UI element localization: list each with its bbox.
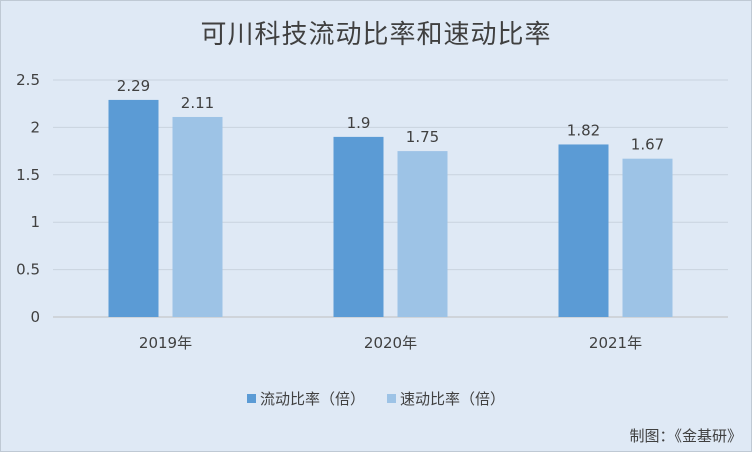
- data-label: 1.82: [567, 121, 600, 139]
- data-label: 1.9: [347, 114, 371, 132]
- x-tick-label: 2020年: [364, 334, 417, 352]
- chart-credit: 制图：《金基研》: [629, 427, 742, 445]
- y-tick-label: 0.5: [16, 261, 40, 279]
- legend-item-current-ratio: 流动比率（倍）: [246, 388, 365, 409]
- chart-title: 可川科技流动比率和速动比率: [200, 20, 552, 50]
- data-label: 1.75: [406, 128, 439, 146]
- x-tick-label: 2019年: [139, 334, 192, 352]
- bar: [333, 136, 384, 317]
- legend-swatch: [246, 394, 256, 403]
- bar: [558, 144, 609, 317]
- y-tick-label: 1: [30, 213, 40, 231]
- bar: [622, 158, 673, 317]
- bar: [397, 151, 448, 317]
- legend-label: 流动比率（倍）: [259, 390, 365, 408]
- y-tick-label: 1.5: [16, 166, 40, 184]
- legend: 流动比率（倍） 速动比率（倍）: [0, 388, 752, 409]
- data-label: 2.29: [117, 77, 150, 95]
- x-tick-label: 2021年: [589, 334, 642, 352]
- y-tick-label: 0: [30, 308, 40, 326]
- legend-item-quick-ratio: 速动比率（倍）: [387, 388, 505, 409]
- legend-label: 速动比率（倍）: [400, 390, 506, 408]
- bar: [108, 99, 159, 318]
- data-label: 1.67: [631, 136, 664, 154]
- bar: [172, 116, 223, 317]
- y-tick-label: 2: [30, 118, 40, 136]
- data-label: 2.11: [181, 94, 214, 112]
- y-tick-label: 2.5: [16, 71, 40, 89]
- legend-swatch: [387, 394, 396, 403]
